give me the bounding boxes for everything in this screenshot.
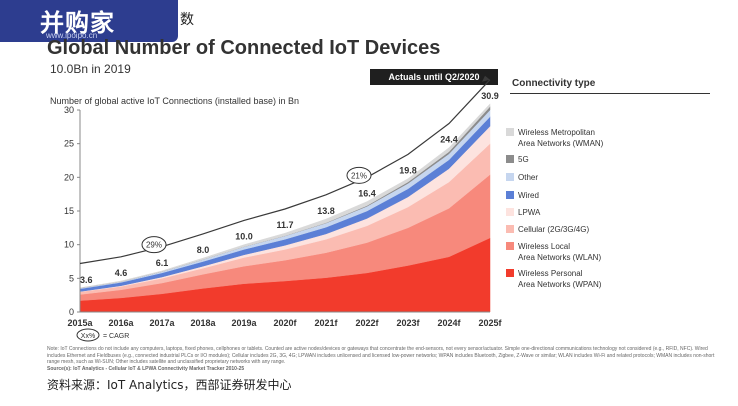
legend-label: Wireless Personal Area Networks (WPAN)	[518, 269, 602, 289]
legend-title: Connectivity type	[512, 78, 596, 89]
cagr-bubble	[141, 236, 167, 254]
y-tick-label: 5	[69, 273, 74, 283]
total-data-label: 16.4	[358, 189, 376, 199]
source-note-text: Source(s): IoT Analytics - Cellular IoT …	[47, 365, 245, 372]
legend-swatch	[506, 208, 514, 216]
x-tick-label: 2016a	[108, 318, 134, 328]
x-tick-label: 2018a	[190, 318, 216, 328]
x-tick-label: 2015a	[67, 318, 93, 328]
actuals-badge: Actuals until Q2/2020	[370, 69, 498, 85]
legend-label: 5G	[518, 155, 529, 164]
legend-label: Other	[518, 173, 539, 182]
legend-label: Wired	[518, 191, 539, 200]
chart-note: Note: IoT Connections do not include any…	[47, 346, 717, 372]
total-data-label: 24.4	[440, 135, 458, 145]
total-data-label: 19.8	[399, 166, 417, 176]
legend-label: LPWA	[518, 208, 541, 217]
note-text: Note: IoT Connections do not include any…	[47, 346, 715, 365]
legend-swatch	[506, 225, 514, 233]
total-data-label: 6.1	[156, 258, 169, 268]
cagr-legend-label: Xx%	[81, 333, 95, 340]
cagr-legend-bubble	[76, 328, 100, 342]
x-tick-label: 2023f	[396, 318, 420, 328]
y-tick-label: 25	[64, 139, 74, 149]
chart-subtitle: 10.0Bn in 2019	[50, 62, 131, 76]
brand-logo-text: 并购家	[40, 9, 115, 37]
x-tick-label: 2017a	[149, 318, 175, 328]
legend-swatch	[506, 155, 514, 163]
total-data-label: 4.6	[115, 268, 128, 278]
total-data-label: 13.8	[317, 206, 335, 216]
y-tick-label: 10	[64, 240, 74, 250]
legend-swatch	[506, 191, 514, 199]
y-tick-label: 0	[69, 307, 74, 317]
source-text: 资料来源：IoT Analytics，西部证券研发中心	[47, 378, 292, 392]
legend-label: Cellular (2G/3G/4G)	[518, 225, 590, 234]
total-data-label: 3.6	[80, 275, 93, 285]
header-fragment-text: 数	[180, 12, 194, 28]
x-tick-label: 2025f	[478, 318, 502, 328]
y-tick-label: 15	[64, 206, 74, 216]
x-tick-label: 2020f	[273, 318, 297, 328]
legend-swatch	[506, 242, 514, 250]
legend-label: Wireless Metropolitan Area Networks (WMAN…	[518, 128, 604, 148]
legend-divider	[510, 93, 710, 94]
brand-logo-banner	[0, 0, 178, 42]
total-data-label: 11.7	[276, 220, 293, 230]
legend-swatch	[506, 173, 514, 181]
cagr-bubble	[346, 166, 372, 184]
cagr-label: 21%	[351, 171, 367, 180]
cagr-legend-text: = CAGR	[103, 333, 129, 340]
total-data-label: 30.9	[481, 91, 499, 101]
series-area-7	[79, 103, 491, 289]
total-data-label: 8.0	[197, 245, 210, 255]
total-data-label: 10.0	[235, 232, 253, 242]
y-axis-label: Number of global active IoT Connections …	[50, 96, 299, 106]
trend-arrow-head	[482, 75, 490, 82]
legend-swatch	[506, 128, 514, 136]
cagr-label: 29%	[146, 241, 162, 250]
y-tick-label: 20	[64, 172, 74, 182]
x-tick-label: 2024f	[437, 318, 461, 328]
legend-label: Wireless Local Area Networks (WLAN)	[518, 242, 602, 262]
x-tick-label: 2021f	[314, 318, 338, 328]
chart-title: Global Number of Connected IoT Devices	[47, 37, 441, 59]
y-tick-label: 30	[64, 105, 74, 115]
x-tick-label: 2019a	[231, 318, 257, 328]
x-tick-label: 2022f	[355, 318, 379, 328]
brand-logo-url: www.ipoipo.cn	[46, 31, 98, 40]
legend-swatch	[506, 269, 514, 277]
